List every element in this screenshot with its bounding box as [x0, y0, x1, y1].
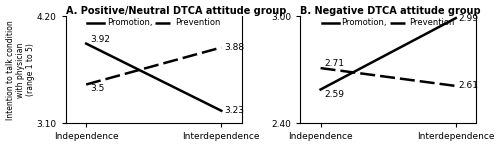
Text: 2.71: 2.71: [324, 59, 344, 68]
Text: 2.99: 2.99: [458, 14, 478, 23]
Text: A. Positive/Neutral DTCA attitude group: A. Positive/Neutral DTCA attitude group: [66, 6, 286, 16]
Text: 3.92: 3.92: [90, 35, 110, 44]
Text: 3.23: 3.23: [224, 106, 244, 115]
Legend: Promotion,, Prevention: Promotion,, Prevention: [84, 15, 224, 31]
Text: 3.88: 3.88: [224, 43, 244, 52]
Legend: Promotion,, Prevention: Promotion,, Prevention: [318, 15, 458, 31]
Text: 2.61: 2.61: [458, 81, 478, 90]
Text: 3.5: 3.5: [90, 85, 104, 93]
Text: 2.59: 2.59: [324, 90, 344, 98]
Text: B. Negative DTCA attitude group: B. Negative DTCA attitude group: [300, 6, 481, 16]
Y-axis label: Intention to talk condition
with physician
(range 1 to 5): Intention to talk condition with physici…: [6, 20, 36, 120]
